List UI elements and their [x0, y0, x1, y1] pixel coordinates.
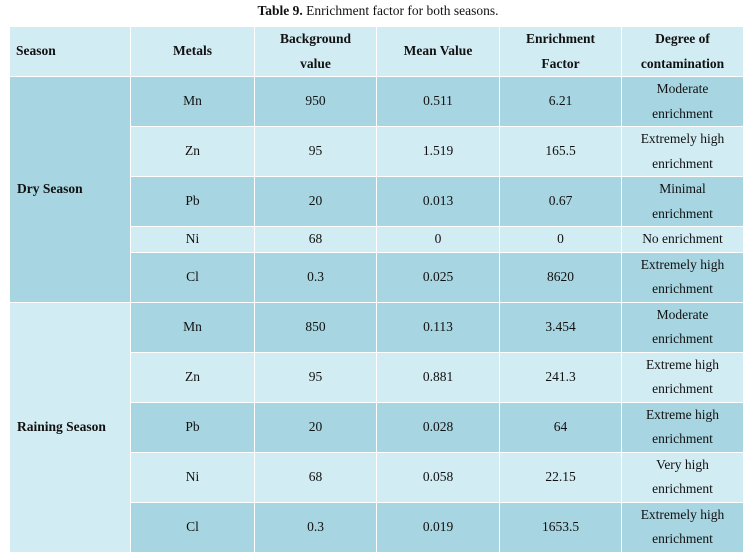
table-caption: Table 9. Enrichment factor for both seas… — [0, 2, 756, 20]
enrichment-factor-cell: 241.3 — [499, 351, 622, 403]
metal-cell: Cl — [130, 501, 255, 553]
header-background-line2: value — [300, 55, 331, 71]
degree-cell: No enrichment — [621, 226, 744, 253]
degree-line1: Minimal — [659, 181, 706, 196]
degree-line1: Extremely high — [640, 256, 725, 272]
degree-cell: Very high enrichment — [621, 451, 744, 503]
enrichment-factor-cell: 1653.5 — [499, 501, 622, 553]
background-value-cell: 20 — [254, 176, 377, 227]
header-row: Season Metals Background value Mean Value… — [9, 26, 744, 77]
metal-cell: Zn — [130, 351, 255, 403]
degree-line1: Moderate — [656, 81, 709, 96]
table-row: Pb 20 0.013 0.67 Minimal enrichment — [10, 176, 744, 227]
degree-cell: Moderate enrichment — [621, 301, 744, 353]
enrichment-factor-cell: 0.67 — [499, 176, 622, 227]
degree-line2: enrichment — [652, 331, 713, 346]
header-degree: Degree of contamination — [621, 26, 744, 77]
table-body: Dry Season Mn 950 0.511 6.21 Moderate enrichme… — [9, 76, 744, 553]
degree-line2: enrichment — [652, 481, 713, 496]
degree-cell: Extremely high enrichment — [621, 251, 744, 303]
header-enrichment-factor: Enrichment Factor — [499, 26, 622, 77]
mean-value-cell: 0.113 — [376, 301, 500, 353]
degree-cell: Extremely high enrichment — [621, 126, 744, 177]
header-mean: Mean Value — [376, 26, 500, 77]
table-row: Pb 20 0.028 64 Extreme high enrichment — [10, 401, 744, 453]
degree-line2: enrichment — [652, 205, 713, 221]
enrichment-factor-cell: 3.454 — [499, 301, 622, 353]
mean-value-cell: 0.058 — [376, 451, 500, 503]
degree-line2: enrichment — [652, 105, 713, 121]
header-background-line1: Background — [279, 31, 352, 46]
background-value-cell: 95 — [254, 351, 377, 403]
table-caption-text: Enrichment factor for both seasons. — [302, 3, 499, 18]
background-value-cell: 850 — [254, 301, 377, 353]
mean-value-cell: 0.019 — [376, 501, 500, 553]
season-cell: Raining Season — [9, 301, 131, 553]
background-value-cell: 68 — [254, 226, 377, 253]
mean-value-cell: 0 — [376, 226, 500, 253]
table-row: Ni 68 0 0 No enrichment — [10, 226, 744, 253]
background-value-cell: 68 — [254, 451, 377, 503]
table-row: Dry Season Mn 950 0.511 6.21 Moderate enrichme… — [9, 76, 744, 303]
header-metals: Metals — [130, 26, 255, 77]
degree-line1: No enrichment — [642, 231, 723, 246]
header-season: Season — [9, 26, 131, 77]
background-value-cell: 95 — [254, 126, 377, 177]
degree-line2: enrichment — [652, 155, 713, 171]
enrichment-factor-cell: 0 — [499, 226, 622, 253]
degree-cell: Moderate enrichment — [621, 76, 744, 127]
mean-value-cell: 0.028 — [376, 401, 500, 453]
degree-line1: Moderate — [656, 306, 709, 322]
enrichment-factor-cell: 165.5 — [499, 126, 622, 177]
mean-value-cell: 0.511 — [376, 76, 500, 127]
metal-cell: Zn — [130, 126, 255, 177]
background-value-cell: 0.3 — [254, 251, 377, 303]
degree-cell: Minimal enrichment — [621, 176, 744, 227]
degree-line2: enrichment — [652, 381, 713, 396]
enrichment-factor-cell: 8620 — [499, 251, 622, 303]
metal-cell: Ni — [130, 451, 255, 503]
mean-value-cell: 0.013 — [376, 176, 500, 227]
enrichment-factor-cell: 22.15 — [499, 451, 622, 503]
degree-line1: Extremely high — [640, 506, 725, 522]
metal-cell: Cl — [130, 251, 255, 303]
table-row: Cl 0.3 0.019 1653.5 Extremely high enrichment — [10, 501, 744, 553]
mean-value-cell: 1.519 — [376, 126, 500, 177]
degree-line1: Extreme high — [645, 406, 720, 422]
mean-value-cell: 0.025 — [376, 251, 500, 303]
table-row: Zn 95 1.519 165.5 Extremely high enrichment — [10, 126, 744, 177]
enrichment-table: Season Metals Background value Mean Value… — [9, 26, 744, 553]
degree-line2: enrichment — [652, 531, 713, 546]
metal-cell: Ni — [130, 226, 255, 253]
degree-line2: enrichment — [652, 431, 713, 446]
enrichment-factor-cell: 64 — [499, 401, 622, 453]
header-ef-line2: Factor — [541, 55, 580, 71]
degree-cell: Extreme high enrichment — [621, 401, 744, 453]
table-label: Table 9. — [257, 3, 303, 18]
metal-cell: Pb — [130, 401, 255, 453]
header-background: Background value — [254, 26, 377, 77]
table-row: Raining Season Mn 850 0.113 3.454 Moderate enr… — [9, 301, 744, 553]
season-cell: Dry Season — [9, 76, 131, 303]
header-ef-line1: Enrichment — [526, 31, 595, 46]
degree-cell: Extremely high enrichment — [621, 501, 744, 553]
degree-line2: enrichment — [652, 281, 713, 296]
metal-cell: Mn — [130, 76, 255, 127]
degree-cell: Extreme high enrichment — [621, 351, 744, 403]
mean-value-cell: 0.881 — [376, 351, 500, 403]
background-value-cell: 0.3 — [254, 501, 377, 553]
degree-line1: Extremely high — [640, 131, 725, 146]
degree-line1: Very high — [656, 456, 709, 472]
background-value-cell: 20 — [254, 401, 377, 453]
header-degree-line2: contamination — [640, 55, 725, 71]
metal-cell: Pb — [130, 176, 255, 227]
metal-cell: Mn — [130, 301, 255, 353]
header-degree-line1: Degree of — [655, 31, 710, 46]
table-row: Zn 95 0.881 241.3 Extreme high enrichment — [10, 351, 744, 403]
table-row: Ni 68 0.058 22.15 Very high enrichment — [10, 451, 744, 503]
background-value-cell: 950 — [254, 76, 377, 127]
enrichment-factor-cell: 6.21 — [499, 76, 622, 127]
degree-line1: Extreme high — [645, 356, 720, 372]
